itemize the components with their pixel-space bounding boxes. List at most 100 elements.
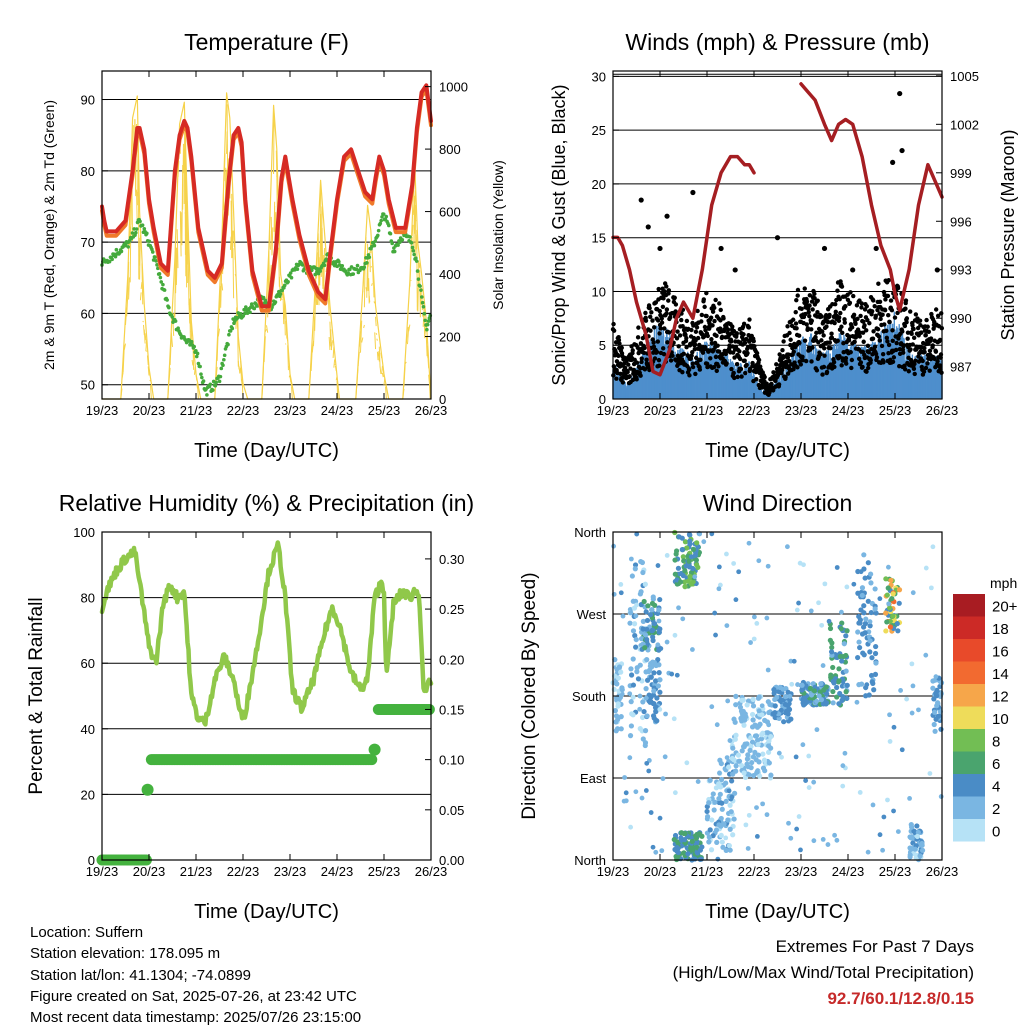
gust-point [875, 355, 879, 359]
gust-outlier [657, 246, 662, 251]
solar-mark [368, 244, 369, 291]
gust-point [819, 314, 823, 318]
direction-point [873, 660, 878, 665]
y-tick-label: 15 [592, 231, 606, 246]
legend-label: 20+ [992, 598, 1018, 615]
x-tick-label: 21/23 [180, 403, 213, 418]
direction-point [694, 557, 699, 562]
gust-point [924, 366, 928, 370]
direction-point [754, 805, 759, 810]
direction-point [674, 551, 679, 556]
direction-point [699, 857, 704, 862]
y-tick-label: South [572, 689, 606, 704]
gust-point [656, 287, 660, 291]
direction-point [754, 621, 759, 626]
dewpoint-point [425, 328, 429, 332]
direction-point [673, 633, 678, 638]
y2-tick-label: 1000 [439, 80, 468, 95]
gust-point [881, 352, 885, 356]
direction-point [728, 738, 733, 743]
dewpoint-point [337, 260, 341, 264]
direction-point [651, 845, 656, 850]
direction-point [620, 687, 625, 692]
direction-point [729, 809, 734, 814]
direction-point [890, 614, 895, 619]
gust-point [924, 318, 928, 322]
gust-point [781, 339, 785, 343]
gust-point [796, 288, 800, 292]
gust-outlier [897, 91, 902, 96]
gust-point [903, 324, 907, 328]
x-axis-label: Time (Day/UTC) [705, 440, 850, 462]
direction-point [930, 686, 935, 691]
direction-point [629, 557, 634, 562]
direction-point [834, 685, 839, 690]
direction-point [651, 670, 656, 675]
direction-point [737, 759, 742, 764]
direction-point [725, 817, 730, 822]
dewpoint-point [423, 319, 427, 323]
direction-point [694, 540, 699, 545]
dewpoint-point [416, 269, 420, 273]
direction-point [750, 724, 755, 729]
direction-point [868, 619, 873, 624]
direction-point [727, 843, 732, 848]
direction-point [760, 703, 765, 708]
direction-point [642, 599, 647, 604]
direction-point [895, 621, 900, 626]
gust-point [821, 333, 825, 337]
gust-point [726, 327, 730, 331]
direction-point [888, 578, 893, 583]
direction-point [622, 775, 627, 780]
gust-point [912, 336, 916, 340]
direction-point [651, 688, 656, 693]
solar-mark [377, 339, 378, 341]
temp-2m-line [102, 85, 431, 306]
gust-point [754, 377, 758, 381]
direction-point [633, 566, 638, 571]
direction-point [628, 666, 633, 671]
gust-point [807, 303, 811, 307]
direction-point [633, 645, 638, 650]
direction-point [712, 800, 717, 805]
direction-point [644, 609, 649, 614]
direction-point [627, 621, 632, 626]
temp-9m-line [102, 90, 431, 311]
gust-point [892, 355, 896, 359]
y-tick-label: 80 [81, 591, 95, 606]
direction-point [629, 672, 634, 677]
direction-point [843, 751, 848, 756]
direction-point [855, 655, 860, 660]
direction-point [734, 763, 739, 768]
precip-point [369, 744, 381, 756]
gust-point [644, 318, 648, 322]
gust-point [850, 358, 854, 362]
direction-point [868, 580, 873, 585]
direction-point [723, 836, 728, 841]
direction-point [632, 621, 637, 626]
gust-point [840, 331, 844, 335]
dewpoint-point [373, 244, 377, 248]
y-tick-label: West [577, 607, 607, 622]
direction-point [910, 711, 915, 716]
direction-point [883, 610, 888, 615]
x-tick-label: 23/23 [785, 403, 818, 418]
direction-point [733, 702, 738, 707]
gust-point [670, 354, 674, 358]
x-tick-label: 23/23 [274, 403, 307, 418]
direction-point [908, 852, 913, 857]
direction-point [657, 707, 662, 712]
direction-point [687, 559, 692, 564]
direction-point [830, 689, 835, 694]
direction-point [870, 681, 875, 686]
direction-point [619, 590, 624, 595]
gust-point [650, 318, 654, 322]
direction-point [896, 829, 901, 834]
gust-outlier [850, 267, 855, 272]
direction-point [657, 630, 662, 635]
gust-point [795, 365, 799, 369]
x-tick-label: 21/23 [180, 864, 213, 879]
dewpoint-point [208, 382, 212, 386]
x-tick-label: 25/23 [879, 403, 912, 418]
gust-point [927, 330, 931, 334]
